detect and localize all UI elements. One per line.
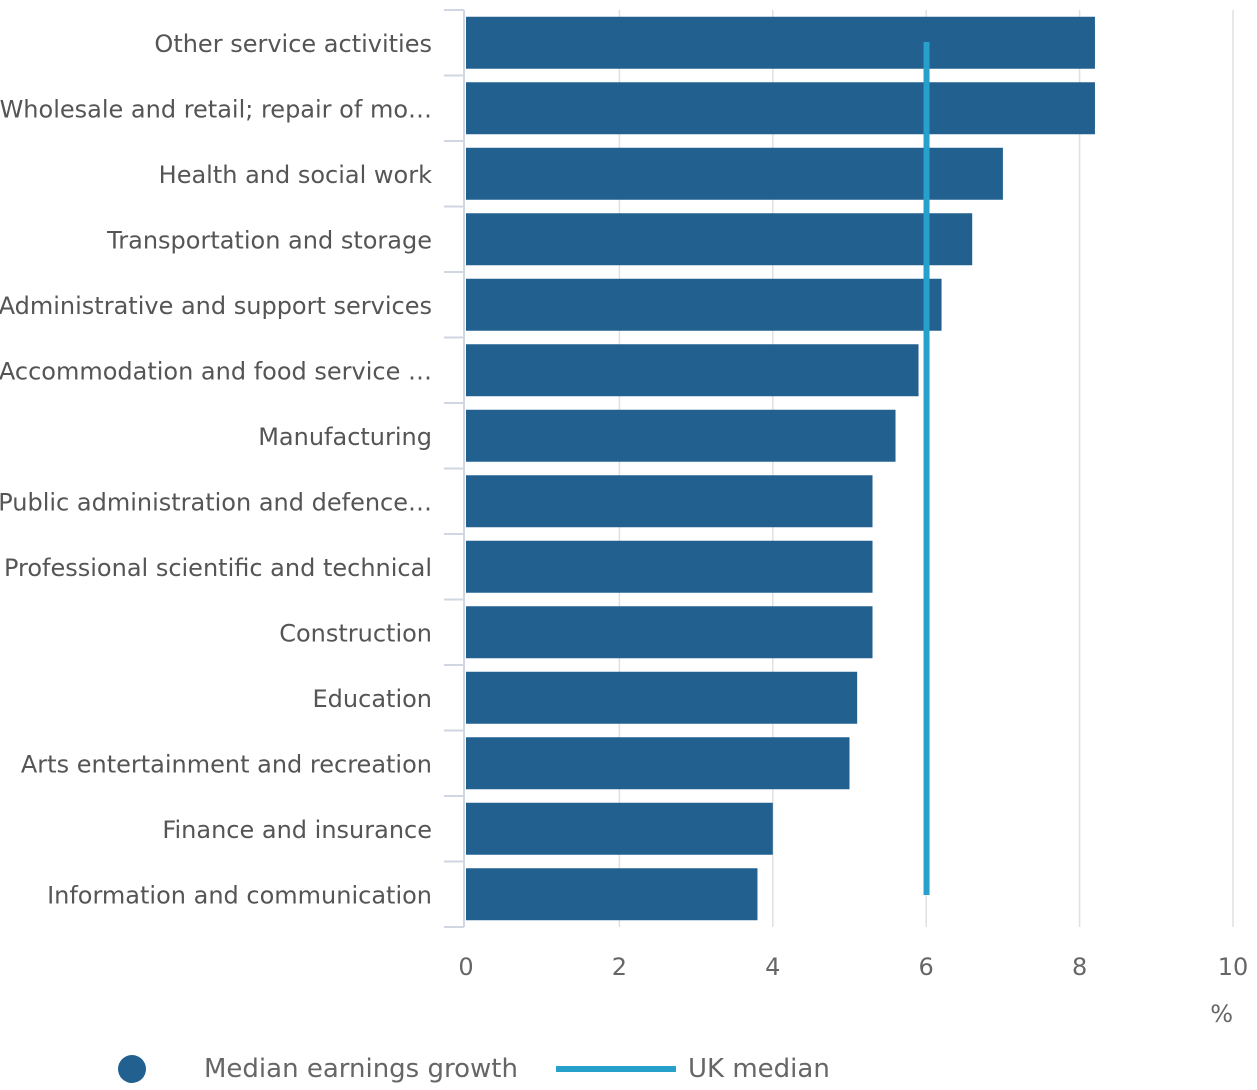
legend-label-median-earnings-growth: Median earnings growth (204, 1054, 518, 1084)
x-tick-label: 4 (765, 953, 780, 981)
bar (466, 16, 1095, 69)
category-label: Health and social work (159, 161, 432, 189)
category-label: Professional scientific and technical (4, 554, 432, 582)
bar (466, 606, 873, 659)
bar (466, 278, 942, 331)
bar (466, 475, 873, 528)
category-label: Arts entertainment and recreation (21, 750, 432, 778)
category-label: Finance and insurance (162, 816, 432, 844)
category-label: Manufacturing (258, 423, 432, 451)
bar (466, 82, 1095, 135)
x-tick-label: 0 (458, 953, 473, 981)
y-axis (444, 9, 465, 928)
legend-line-marker (556, 1066, 676, 1072)
category-label: Administrative and support services (0, 292, 432, 320)
bars (466, 16, 1095, 921)
bar (466, 344, 919, 397)
bar (466, 802, 773, 855)
category-label: Public administration and defence… (0, 488, 432, 516)
x-tick-label: 2 (612, 953, 627, 981)
category-label: Transportation and storage (106, 226, 432, 254)
bar (466, 868, 758, 921)
category-label: Other service activities (154, 30, 432, 58)
category-label: Wholesale and retail; repair of mo… (0, 95, 432, 123)
bar (466, 409, 896, 462)
legend: Median earnings growth UK median (0, 1048, 1257, 1090)
category-label: Accommodation and food service … (0, 357, 432, 385)
x-unit-label: % (1210, 1000, 1233, 1028)
bar (466, 147, 1003, 200)
bar (466, 540, 873, 593)
bar (466, 213, 973, 266)
x-tick-label: 6 (919, 953, 934, 981)
x-tick-label: 10 (1218, 953, 1249, 981)
category-labels: Other service activities Wholesale and re… (0, 30, 432, 910)
x-tick-labels: 0 2 4 6 8 10 (458, 953, 1248, 981)
legend-circle-marker (118, 1055, 146, 1083)
legend-item-median-earnings-growth: Median earnings growth (118, 1048, 518, 1090)
category-label: Construction (279, 619, 432, 647)
legend-item-uk-median: UK median (556, 1048, 830, 1090)
category-label: Education (313, 685, 432, 713)
bar-chart: Other service activities Wholesale and re… (0, 9, 1248, 1028)
legend-label-uk-median: UK median (688, 1054, 830, 1084)
x-tick-label: 8 (1072, 953, 1087, 981)
category-label: Information and communication (47, 881, 432, 909)
bar (466, 671, 858, 724)
bar (466, 737, 850, 790)
